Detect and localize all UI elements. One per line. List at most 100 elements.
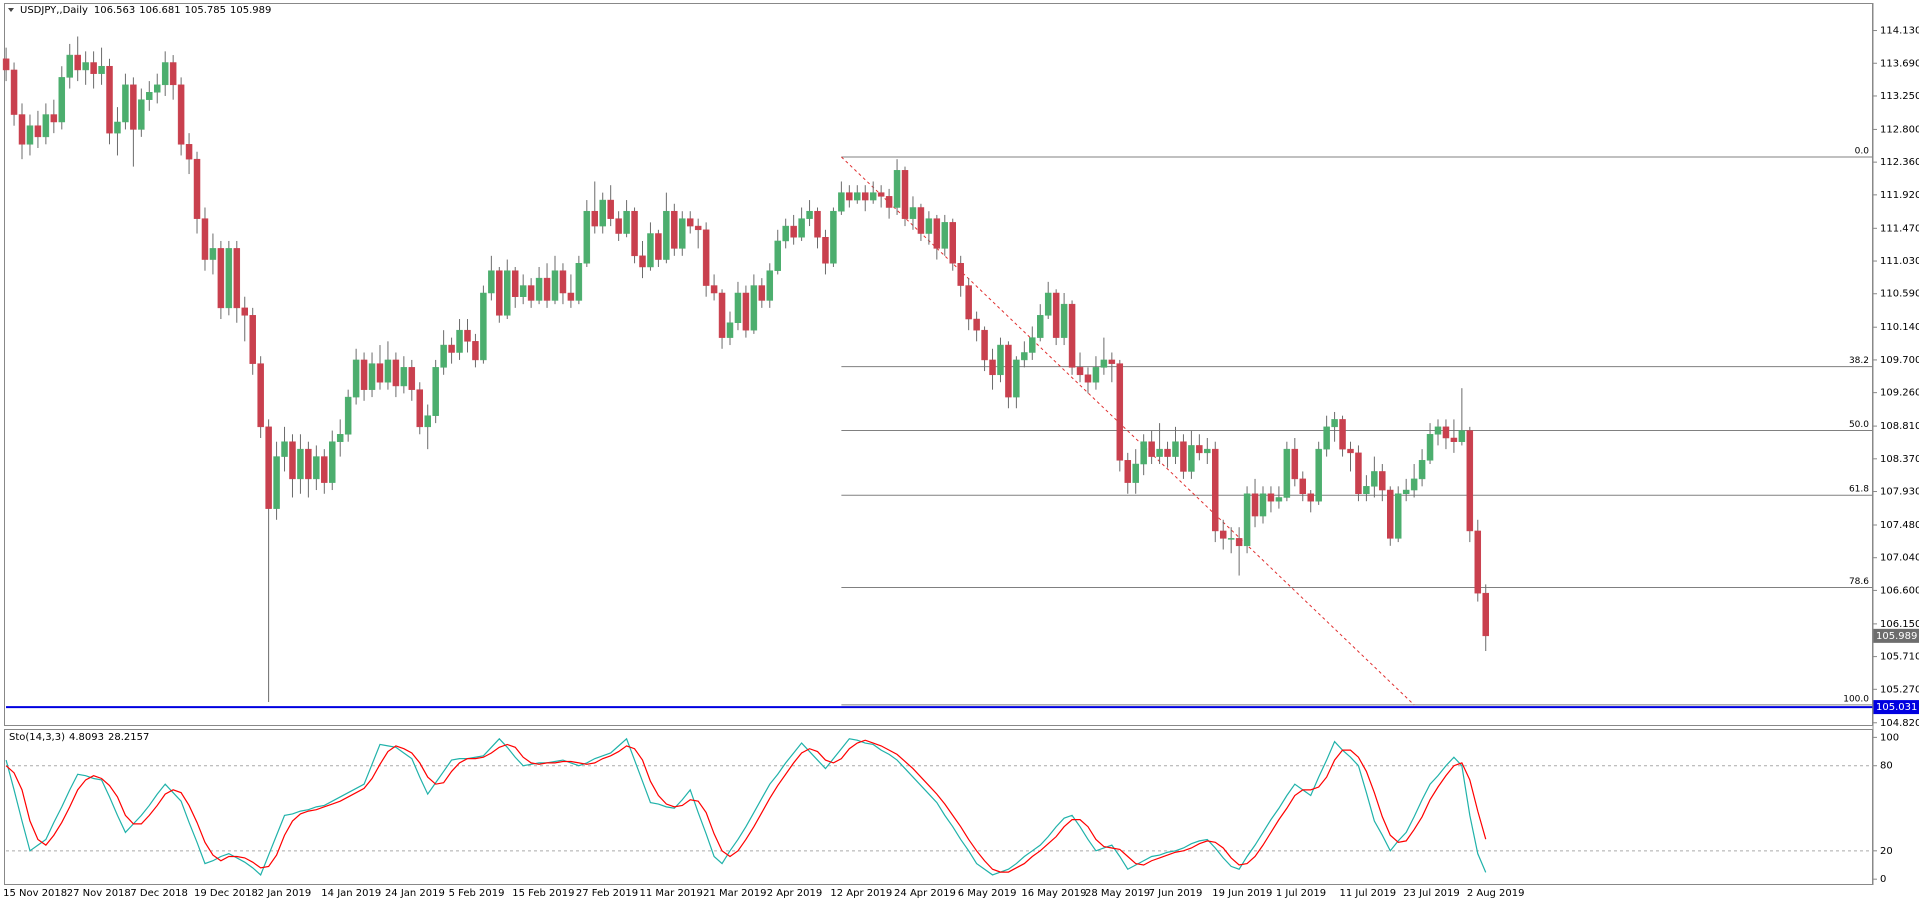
x-tick-label: 7 Dec 2018 [130,888,188,899]
candle-body [686,218,694,227]
x-tick-label: 15 Feb 2019 [512,888,574,899]
candle-body [456,329,463,353]
y-tick-label: 80 [1880,761,1893,772]
y-tick-label: 20 [1880,846,1893,857]
candle-body [1387,489,1394,539]
candle-body [225,248,233,309]
y-tick-label: 104.820 [1880,718,1919,729]
candle-body [1347,448,1354,454]
x-tick-label: 12 Apr 2019 [830,888,892,899]
candle-body [663,210,670,260]
candle-body [933,218,941,249]
candle-body [1315,448,1322,502]
candle-body [1227,538,1235,540]
x-tick-label: 16 May 2019 [1021,888,1086,899]
candle-body [106,65,113,134]
candle-body [408,367,416,390]
candle-body [305,448,312,480]
y-tick-label: 113.250 [1880,91,1919,102]
x-tick-label: 14 Jan 2019 [321,888,381,899]
y-tick-label: 110.590 [1880,289,1919,300]
y-tick-label: 105.270 [1880,684,1919,695]
candle-body [50,114,58,123]
candle-body [257,363,264,428]
x-tick-label: 5 Feb 2019 [449,888,505,899]
candle-body [122,84,129,123]
y-tick-label: 111.920 [1880,190,1919,201]
x-tick-label: 19 Jun 2019 [1212,888,1272,899]
candle-body [1021,352,1028,361]
candle-body [559,270,567,294]
candle-body [1044,292,1052,316]
candle-body [58,77,66,123]
support-price-label: 105.031 [1876,702,1917,713]
candle-body [1283,448,1291,498]
header-close: 105.989 [230,5,271,16]
candle-body [647,233,654,268]
candle-body [114,121,121,134]
candle-body [535,277,543,301]
candle-body [138,99,145,130]
candle-body [416,389,424,428]
candle-body [161,62,169,86]
candle-body [1013,359,1020,398]
candle-body [965,285,972,320]
candle-body [10,69,18,115]
candle-body [448,344,455,353]
stoch-title: Sto(14,3,3) [9,732,65,743]
candle-body [249,315,256,364]
candle-body [671,210,678,249]
candle-body [368,363,376,390]
y-tick-label: 100 [1880,732,1899,743]
candle-body [543,277,551,301]
y-tick-label: 111.470 [1880,223,1919,234]
candle-body [233,248,241,309]
candle-body [1323,426,1330,450]
fib-level-label: 50.0 [1849,420,1869,430]
candle-body [527,285,535,301]
candle-body [384,359,392,383]
candle-body [623,210,630,234]
y-tick-label: 108.370 [1880,454,1919,465]
candle-body [281,441,288,457]
candle-body [766,270,774,301]
y-tick-label: 107.040 [1880,553,1919,564]
x-tick-label: 27 Feb 2019 [576,888,638,899]
candle-body [209,248,217,260]
candle-body [440,344,447,368]
candle-body [169,62,177,86]
candle-body [1339,419,1346,450]
candle-body [1156,448,1163,457]
candle-body [480,292,487,361]
candle-body [615,218,622,234]
candle-body [655,233,662,260]
stoch-main-line [5,737,1487,876]
candle-body [1068,303,1076,368]
candle-body [1140,441,1147,465]
candle-body [146,92,153,100]
candle-body [1188,445,1195,472]
candle-body [1132,463,1139,483]
symbol-title: USDJPY,,Daily [20,5,88,16]
candle-body [782,225,789,242]
candle-body [599,199,606,227]
header-open: 106.563 [94,5,135,16]
candle-body [1291,448,1299,480]
candle-body [551,270,559,301]
menu-arrow[interactable] [8,8,14,12]
candle-body [702,229,710,286]
x-tick-label: 2 Aug 2019 [1467,888,1525,899]
candle-body [1355,452,1362,495]
candle-body [432,367,439,416]
x-tick-label: 2 Jan 2019 [258,888,312,899]
y-tick-label: 110.140 [1880,322,1919,333]
header-low: 105.785 [185,5,226,16]
candle-body [925,218,933,234]
candle-body [193,158,201,219]
fib-level-label: 100.0 [1843,694,1869,704]
y-tick-label: 111.030 [1880,256,1919,267]
candle-body [153,84,161,93]
candle-body [511,270,519,297]
stoch-signal-line [5,739,1487,873]
candle-body [1371,471,1378,487]
